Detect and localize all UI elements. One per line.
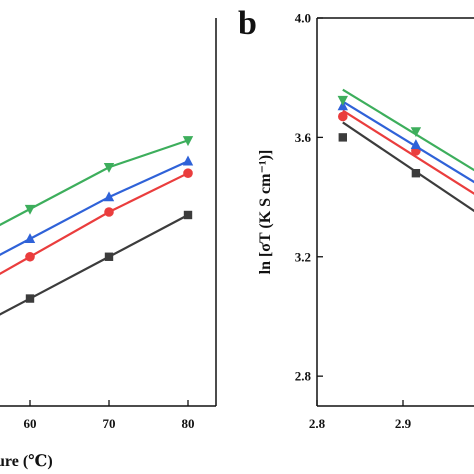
panel-a-point-triangle-down	[103, 163, 115, 173]
panel-b-fit-line-triangle-up	[342, 100, 474, 184]
panel-a-x-tick-label: 70	[103, 416, 116, 431]
panel-a-point-circle	[104, 207, 114, 217]
panel-a-x-ticks: 60 70 80	[24, 400, 195, 431]
panel-b-point-triangle-down	[337, 95, 348, 106]
panel-b-fit-line-circle	[342, 109, 474, 195]
panel-b-point-square	[338, 133, 347, 142]
panel-b: b 2.8 3.2 3.6 4.0 2.8 2.9 ln [σT (K S cm⁻¹)]	[238, 5, 474, 431]
panel-b-y-tick-label: 2.8	[295, 369, 312, 384]
panel-a-x-axis-title: ure (℃)	[0, 453, 53, 470]
panel-a-point-circle	[183, 168, 193, 178]
panel-b-x-ticks: 2.8 2.9	[309, 400, 412, 431]
panel-a-point-square	[25, 294, 35, 303]
panel-a-series-line-triangle-down	[0, 139, 189, 227]
panel-b-point-triangle-down	[410, 127, 422, 138]
panel-b-letter: b	[238, 5, 257, 42]
panel-a-point-square	[104, 252, 114, 261]
panel-a-point-triangle-up	[182, 155, 194, 166]
panel-b-point-circle	[338, 111, 348, 122]
panel-b-fit-line-square	[342, 121, 474, 213]
panel-a-point-triangle-down	[182, 136, 194, 147]
panel-a-x-tick-label: 60	[24, 416, 37, 431]
panel-a-point-circle	[25, 251, 35, 262]
panel-b-y-ticks: 2.8 3.2 3.6 4.0	[295, 11, 323, 384]
panel-b-series	[337, 88, 474, 213]
panel-b-point-triangle-up	[410, 139, 422, 150]
panel-b-y-axis-title: ln [σT (K S cm⁻¹)]	[257, 150, 274, 275]
panel-a-x-tick-label: 80	[182, 416, 195, 431]
panel-a-series	[0, 136, 194, 316]
panel-a-point-triangle-up	[103, 191, 115, 202]
panel-a-point-triangle-down	[24, 204, 36, 215]
panel-a-point-triangle-up	[24, 233, 36, 244]
panel-b-x-tick-label: 2.8	[309, 416, 326, 431]
panel-b-y-tick-label: 3.2	[295, 249, 311, 264]
panel-b-point-square	[411, 169, 421, 178]
panel-b-x-tick-label: 2.9	[395, 416, 412, 431]
panel-b-y-tick-label: 3.6	[295, 130, 312, 145]
panel-b-y-tick-label: 4.0	[295, 11, 311, 26]
panel-a: 60 70 80 ure (℃)	[0, 18, 217, 470]
panel-a-point-square	[183, 210, 193, 220]
